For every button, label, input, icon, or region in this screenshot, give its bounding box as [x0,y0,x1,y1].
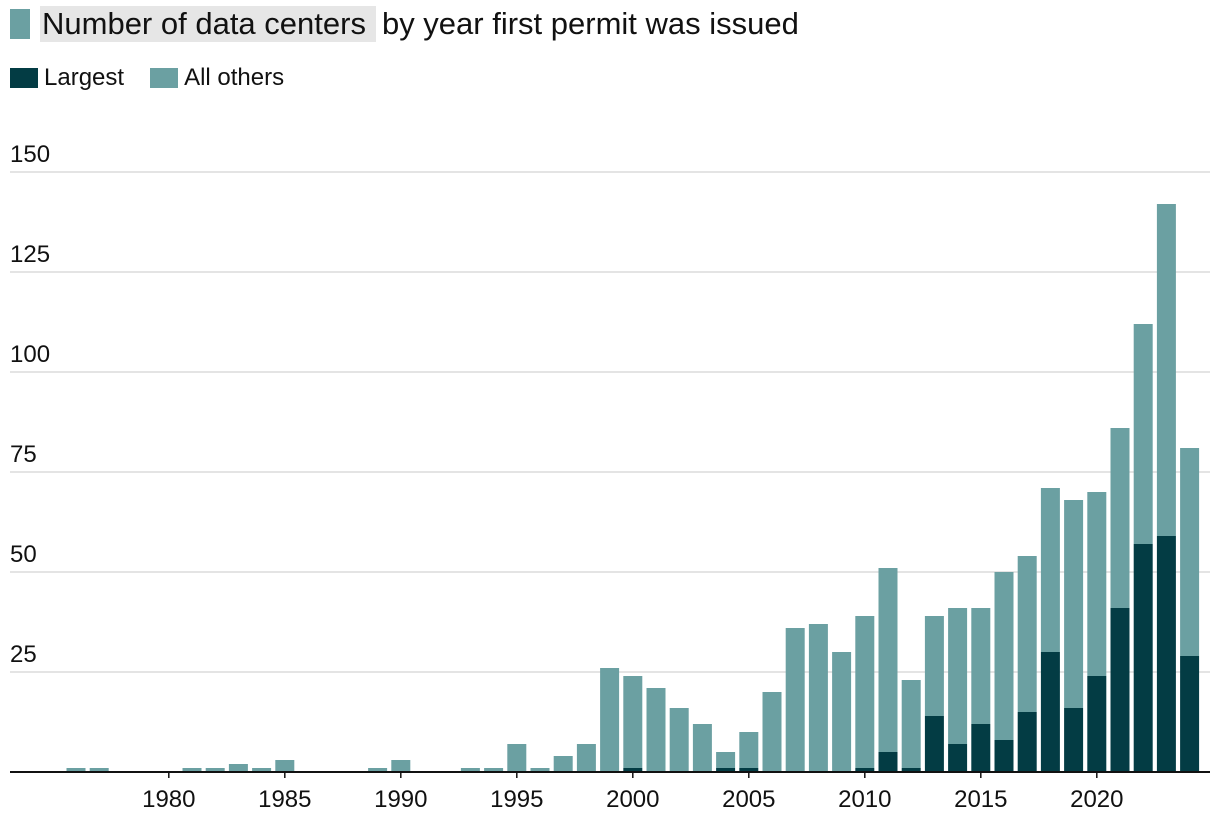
bar-all-others [205,768,225,772]
x-tick-label: 1995 [490,786,543,813]
y-tick-label: 125 [10,241,50,268]
bar-all-others [460,768,480,772]
bar-largest [623,768,643,772]
bar-all-others [901,680,921,768]
bar-all-others [808,624,828,772]
y-tick-label: 50 [10,541,37,568]
bar-largest [716,768,736,772]
y-tick-label: 25 [10,641,37,668]
bar-all-others [1064,500,1084,708]
bar-all-others [1087,492,1107,676]
x-tick-label: 2010 [838,786,891,813]
x-tick-label: 2000 [606,786,659,813]
bar-largest [739,768,759,772]
bar-all-others [739,732,759,768]
bar-all-others [228,764,248,772]
bar-largest [994,740,1014,772]
x-tick-label: 1990 [374,786,427,813]
bar-largest [855,768,875,772]
bar-all-others [1133,324,1153,544]
bar-all-others [530,768,550,772]
bar-largest [971,724,991,772]
bar-all-others [252,768,272,772]
x-tick-label: 1980 [142,786,195,813]
bar-all-others [785,628,805,772]
x-tick-label: 2020 [1070,786,1123,813]
bar-all-others [507,744,527,772]
bar-all-others [368,768,388,772]
bar-all-others [484,768,504,772]
legend-label-all-others: All others [184,64,285,91]
bar-largest [1064,708,1084,772]
title-rest: by year first permit was issued [381,6,799,41]
bar-all-others [971,608,991,724]
legend: Largest All others [10,64,310,92]
bar-all-others [948,608,968,744]
bar-all-others [89,768,109,772]
bar-all-others [553,756,573,772]
bar-all-others [646,688,666,772]
bar-all-others [600,668,620,772]
x-tick-label: 1985 [258,786,311,813]
bar-largest [878,752,898,772]
y-tick-label: 150 [10,141,50,168]
bar-all-others [1040,488,1060,652]
bar-largest [1180,656,1200,772]
bar-largest [948,744,968,772]
bar-largest [1110,608,1130,772]
bar-all-others [623,676,643,768]
legend-label-largest: Largest [44,64,125,91]
y-tick-label: 100 [10,341,50,368]
bar-all-others [692,724,712,772]
bar-all-others [669,708,689,772]
bar-largest [924,716,944,772]
bar-all-others [1156,204,1176,536]
legend-item-all-others: All others [150,64,284,92]
chart-title: Number of data centers by year first per… [10,4,799,44]
bar-all-others [716,752,736,768]
bar-all-others [878,568,898,752]
bar-all-others [182,768,202,772]
bar-all-others [832,652,852,772]
bar-all-others [855,616,875,768]
bar-all-others [1110,428,1130,608]
bar-all-others [762,692,782,772]
bar-largest [901,768,921,772]
x-tick-label: 2005 [722,786,775,813]
x-tick-label: 2015 [954,786,1007,813]
bar-all-others [1017,556,1037,712]
bar-largest [1087,676,1107,772]
bar-all-others [391,760,411,772]
bar-all-others [576,744,596,772]
legend-item-largest: Largest [10,64,124,92]
title-swatch [10,9,30,39]
bar-all-others [924,616,944,716]
bar-largest [1017,712,1037,772]
legend-swatch-all-others [150,68,179,88]
y-tick-label: 75 [10,441,37,468]
bar-all-others [275,760,295,772]
title-highlight: Number of data centers [40,6,376,42]
bar-largest [1156,536,1176,772]
bar-all-others [66,768,86,772]
bar-all-others [994,572,1014,740]
bar-all-others [1180,448,1200,656]
bar-largest [1133,544,1153,772]
bar-largest [1040,652,1060,772]
legend-swatch-largest [10,68,38,88]
